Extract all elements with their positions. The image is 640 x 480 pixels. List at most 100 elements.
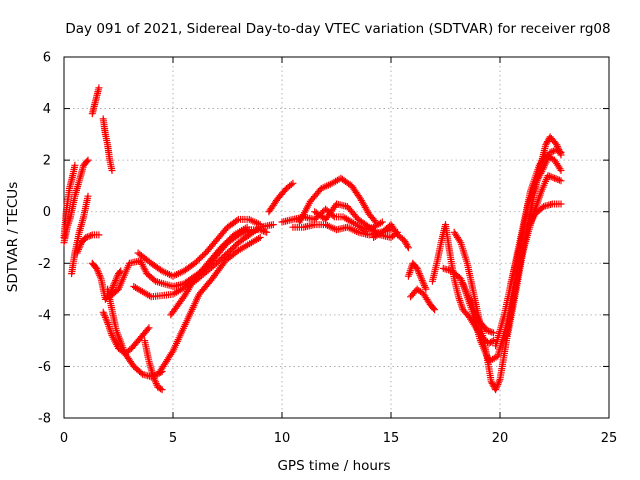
data-point [150,375,158,382]
data-point [96,271,104,279]
series-arc-24 [428,221,497,347]
data-point [493,382,501,390]
data-point [269,221,277,229]
data-point [263,228,271,236]
data-point [157,385,165,393]
data-point [422,285,430,293]
data-point [87,232,95,240]
y-tick-label: 2 [43,154,51,169]
data-point [144,325,152,333]
data-point [255,235,262,242]
data-point [544,172,552,180]
data-point [256,221,264,229]
series-arc-19 [295,174,380,226]
data-point [415,268,423,276]
data-point [100,310,108,318]
series-arc-29 [503,200,565,339]
data-point [94,268,102,276]
series-arc-30 [507,146,565,288]
data-point [549,174,557,181]
data-point [151,376,159,384]
series-arc-6 [73,231,103,257]
series-arc-10 [141,337,166,394]
data-point [557,148,565,156]
data-point [93,266,101,274]
data-point [557,200,565,208]
series-arc-15 [167,223,251,319]
data-marks [60,84,565,394]
data-point [83,157,91,165]
data-point [112,277,120,284]
data-point [552,175,560,183]
data-point [494,381,502,388]
data-point [230,243,238,251]
data-point [101,312,109,320]
data-point [158,386,166,394]
data-point [378,218,386,226]
x-tick-label: 10 [274,431,291,446]
data-point [233,217,241,225]
data-point [110,280,118,288]
data-point [152,380,160,388]
data-point [95,270,103,278]
data-point [418,277,426,284]
y-tick-label: -2 [38,257,51,272]
x-tick-label: 25 [601,431,618,446]
series-arc-16 [265,179,297,216]
data-point [196,255,203,263]
data-point [488,379,496,387]
data-point [542,141,550,149]
data-point [152,378,160,386]
data-point [289,179,297,187]
data-point [486,328,494,336]
data-point [75,246,82,253]
data-point [492,386,500,394]
series-arc-2 [60,156,92,247]
x-tick-label: 0 [60,431,68,446]
data-point [256,234,264,241]
data-point [331,202,339,210]
y-axis-label: SDTVAR / TECUs [5,182,21,292]
series-arc-12 [130,221,277,301]
y-tick-label: -8 [38,412,51,427]
data-point [95,231,103,239]
series-arc-4 [88,84,103,118]
data-point [108,167,116,174]
series-arc-21 [370,221,412,252]
data-point [84,192,92,200]
x-axis: 0 5 10 15 20 25 [60,57,617,446]
data-point [557,167,565,174]
data-point [224,249,231,257]
data-point [543,139,551,147]
data-point [109,282,117,290]
data-point [415,270,423,278]
data-point [287,181,295,189]
data-point [73,249,81,257]
series-arc-23 [407,285,439,314]
chart-title: Day 091 of 2021, Sidereal Day-to-day VTE… [65,21,610,37]
series-arc-14 [156,234,264,376]
x-tick-label: 20 [492,431,509,446]
data-point [431,306,439,314]
data-point [99,308,107,316]
data-point [84,156,92,164]
data-point [420,280,428,288]
data-point [418,275,425,283]
data-point [404,242,412,250]
data-point [71,161,79,169]
data-point [191,259,199,267]
data-point [228,245,236,253]
data-point [557,177,565,185]
data-point [403,241,411,249]
data-point [83,233,91,241]
data-point [553,142,561,150]
data-point [200,250,208,258]
data-point [555,176,563,184]
data-point [556,148,564,155]
x-tick-label: 5 [169,431,177,446]
data-point [400,236,408,244]
series-arc-22 [404,259,430,293]
